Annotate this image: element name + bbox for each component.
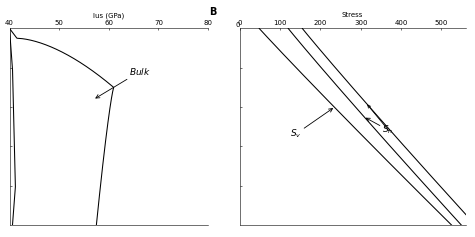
Text: 0: 0 — [236, 23, 240, 28]
Text: $\mathit{S}_{\mathit{h}}$: $\mathit{S}_{\mathit{h}}$ — [366, 118, 394, 136]
Text: $\mathit{Bulk}$: $\mathit{Bulk}$ — [96, 66, 151, 98]
Text: B: B — [209, 7, 217, 17]
Text: $\mathit{S}_{\mathit{v}}$: $\mathit{S}_{\mathit{v}}$ — [290, 109, 332, 140]
X-axis label: Stress: Stress — [342, 12, 363, 18]
X-axis label: lus (GPa): lus (GPa) — [93, 12, 124, 19]
